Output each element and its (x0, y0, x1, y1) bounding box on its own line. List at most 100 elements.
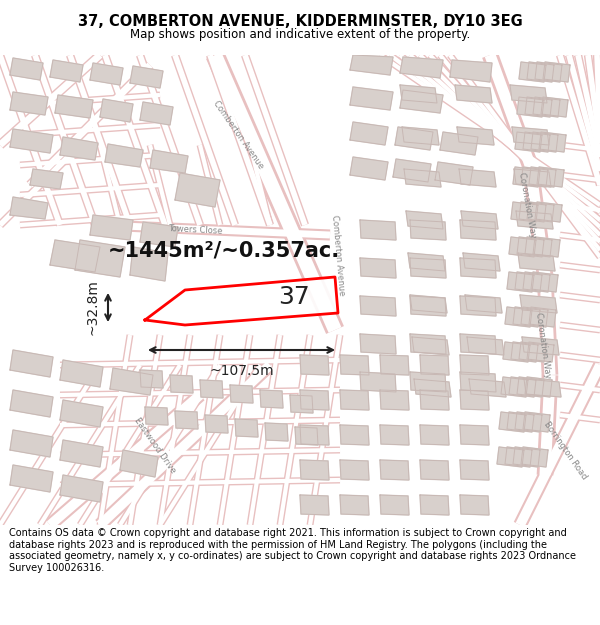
Polygon shape (340, 495, 369, 515)
Polygon shape (300, 495, 329, 515)
Polygon shape (414, 379, 451, 397)
Polygon shape (525, 237, 552, 257)
Polygon shape (75, 240, 125, 277)
Polygon shape (340, 355, 369, 375)
Polygon shape (265, 423, 288, 441)
Polygon shape (519, 342, 546, 362)
Polygon shape (510, 85, 547, 103)
Text: ~107.5m: ~107.5m (209, 364, 274, 378)
Polygon shape (531, 272, 558, 292)
Polygon shape (60, 360, 103, 387)
Polygon shape (230, 385, 253, 403)
Polygon shape (523, 132, 550, 152)
Polygon shape (533, 237, 560, 257)
Polygon shape (90, 63, 123, 85)
Polygon shape (200, 380, 223, 398)
Polygon shape (505, 447, 532, 467)
Polygon shape (523, 412, 550, 432)
Polygon shape (410, 258, 446, 278)
Polygon shape (60, 400, 103, 427)
Polygon shape (460, 220, 496, 240)
Polygon shape (300, 390, 329, 410)
Polygon shape (350, 55, 393, 75)
Polygon shape (140, 370, 163, 388)
Polygon shape (380, 390, 409, 410)
Polygon shape (140, 102, 173, 125)
Polygon shape (523, 272, 550, 292)
Polygon shape (517, 377, 544, 397)
Polygon shape (463, 253, 500, 271)
Polygon shape (497, 447, 524, 467)
Polygon shape (10, 430, 53, 457)
Polygon shape (525, 97, 552, 117)
Polygon shape (460, 296, 496, 316)
Polygon shape (380, 425, 409, 445)
Polygon shape (300, 425, 329, 445)
Polygon shape (518, 253, 555, 271)
Polygon shape (235, 419, 258, 437)
Polygon shape (515, 272, 542, 292)
Text: Coronation Way: Coronation Way (517, 171, 537, 239)
Polygon shape (522, 337, 559, 355)
Polygon shape (527, 202, 554, 222)
Polygon shape (150, 150, 188, 173)
Polygon shape (516, 211, 553, 229)
Polygon shape (406, 211, 443, 229)
Polygon shape (10, 92, 48, 115)
Polygon shape (459, 169, 496, 187)
Polygon shape (435, 162, 473, 185)
Polygon shape (205, 415, 228, 433)
Polygon shape (509, 377, 536, 397)
Polygon shape (525, 377, 552, 397)
Polygon shape (535, 62, 562, 82)
Polygon shape (460, 460, 489, 480)
Polygon shape (410, 372, 446, 392)
Polygon shape (520, 295, 557, 313)
Polygon shape (350, 122, 388, 145)
Polygon shape (350, 87, 393, 110)
Polygon shape (507, 412, 534, 432)
Polygon shape (410, 220, 446, 240)
Text: 37: 37 (278, 285, 310, 309)
Text: Borrington Road: Borrington Road (542, 419, 589, 481)
Polygon shape (300, 460, 329, 480)
Polygon shape (340, 460, 369, 480)
Polygon shape (499, 412, 526, 432)
Polygon shape (513, 307, 540, 327)
Polygon shape (360, 334, 396, 354)
Polygon shape (515, 132, 542, 152)
Polygon shape (517, 97, 544, 117)
Polygon shape (60, 137, 98, 160)
Polygon shape (380, 495, 409, 515)
Polygon shape (460, 258, 496, 278)
Polygon shape (350, 157, 388, 180)
Polygon shape (140, 222, 178, 247)
Polygon shape (521, 307, 548, 327)
Polygon shape (420, 460, 449, 480)
Polygon shape (543, 62, 570, 82)
Polygon shape (105, 144, 143, 167)
Polygon shape (513, 447, 540, 467)
Polygon shape (130, 247, 168, 281)
Polygon shape (527, 62, 554, 82)
Polygon shape (380, 460, 409, 480)
Polygon shape (515, 412, 542, 432)
Text: Eastwood Drive: Eastwood Drive (133, 416, 178, 474)
Polygon shape (517, 237, 544, 257)
Polygon shape (10, 129, 53, 153)
Text: ~1445m²/~0.357ac.: ~1445m²/~0.357ac. (108, 240, 340, 260)
Polygon shape (408, 253, 445, 271)
Polygon shape (400, 57, 443, 78)
Polygon shape (175, 173, 220, 207)
Polygon shape (295, 427, 318, 445)
Polygon shape (10, 390, 53, 417)
Text: 37, COMBERTON AVENUE, KIDDERMINSTER, DY10 3EG: 37, COMBERTON AVENUE, KIDDERMINSTER, DY1… (77, 14, 523, 29)
Polygon shape (10, 350, 53, 377)
Polygon shape (519, 202, 546, 222)
Polygon shape (531, 132, 558, 152)
Polygon shape (469, 379, 506, 397)
Polygon shape (460, 495, 489, 515)
Polygon shape (402, 127, 439, 145)
Polygon shape (513, 167, 540, 187)
Polygon shape (30, 169, 63, 189)
